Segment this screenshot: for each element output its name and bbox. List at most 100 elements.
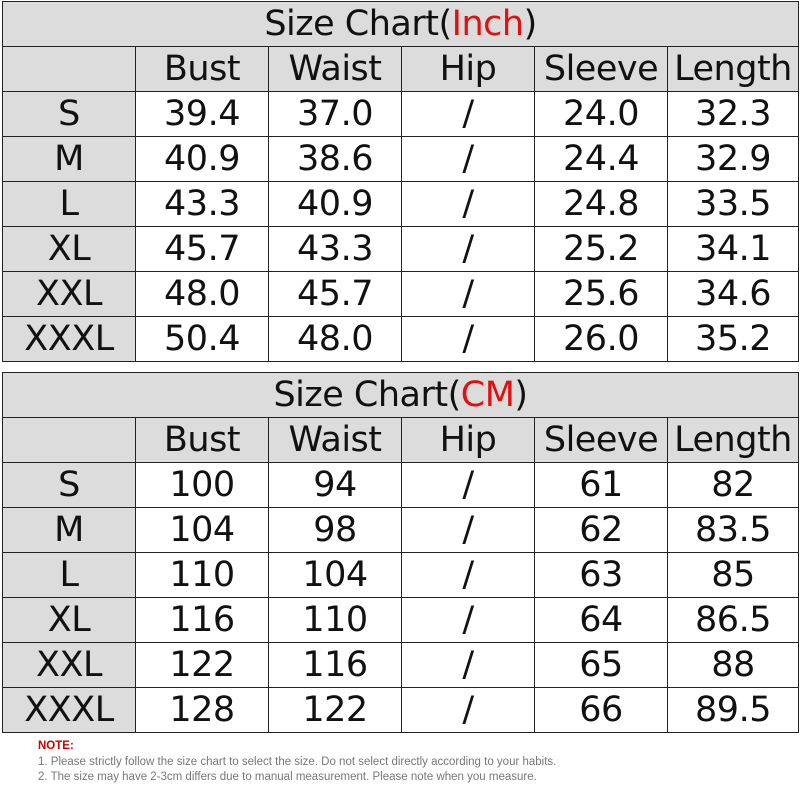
size-chart-inch-table: Size Chart(Inch) Bust Waist Hip Sleeve Length… [1, 1, 800, 362]
table-cell: 34.6 [666, 271, 800, 317]
size-label: XXXL [2, 687, 136, 733]
size-label: M [2, 507, 136, 553]
table-cell: 65 [534, 642, 668, 688]
header-row: Bust Waist Hip Sleeve Length [2, 417, 800, 463]
table-row: XL 45.7 43.3/25.2 34.1 [2, 226, 800, 272]
table-cell: 100 [135, 462, 269, 508]
table-cell: 94 [268, 462, 402, 508]
column-header: Bust [135, 417, 269, 463]
table-cell: 82 [666, 462, 800, 508]
table-cell: / [401, 91, 535, 137]
size-label: S [2, 91, 136, 137]
table-cell: 88 [666, 642, 800, 688]
table-cell: 63 [534, 552, 668, 598]
table-cell: 40.9 [135, 136, 269, 182]
unit-label: CM [460, 375, 515, 415]
table-cell: 64 [534, 597, 668, 643]
column-header: Sleeve [534, 417, 668, 463]
table-cell: 43.3 [268, 226, 402, 272]
title-text: Size Chart( [273, 375, 461, 415]
table-cell: 43.3 [135, 181, 269, 227]
table-cell: 26.0 [534, 316, 668, 362]
table-cell: 85 [666, 552, 800, 598]
table-cell: 104 [135, 507, 269, 553]
table-row: S 39.4 37.0/24.0 32.3 [2, 91, 800, 137]
size-label: XL [2, 226, 136, 272]
table-cell: 61 [534, 462, 668, 508]
table-cell: 110 [268, 597, 402, 643]
table-cell: 83.5 [666, 507, 800, 553]
size-label: M [2, 136, 136, 182]
column-header: Length [666, 417, 800, 463]
size-label: XXL [2, 271, 136, 317]
table-cell: 25.2 [534, 226, 668, 272]
table-cell: 24.4 [534, 136, 668, 182]
table-cell: / [401, 136, 535, 182]
title-close: ) [523, 4, 538, 44]
table-row: XL 116 110/64 86.5 [2, 597, 800, 643]
size-label: XXXL [2, 316, 136, 362]
table-cell: 40.9 [268, 181, 402, 227]
table-cell: 32.9 [666, 136, 800, 182]
table-cell: 122 [268, 687, 402, 733]
table-cell: 104 [268, 552, 402, 598]
header-row: Bust Waist Hip Sleeve Length [2, 46, 800, 92]
column-header: Sleeve [534, 46, 668, 92]
table-row: L 110 104/63 85 [2, 552, 800, 598]
column-header: Waist [268, 417, 402, 463]
size-chart-cm-table: Size Chart(CM) Bust Waist Hip Sleeve Length S 1… [1, 372, 800, 733]
column-header: Hip [401, 46, 535, 92]
unit-label: Inch [451, 4, 524, 44]
table-cell: 66 [534, 687, 668, 733]
table-cell: / [401, 507, 535, 553]
table-cell: 110 [135, 552, 269, 598]
table-cell: 98 [268, 507, 402, 553]
table-cell: 116 [135, 597, 269, 643]
column-header [2, 417, 136, 463]
table-cell: / [401, 552, 535, 598]
column-header [2, 46, 136, 92]
table-cell: 62 [534, 507, 668, 553]
table-cell: / [401, 181, 535, 227]
size-label: XL [2, 597, 136, 643]
table-cell: 116 [268, 642, 402, 688]
size-label: XXL [2, 642, 136, 688]
table-cell: / [401, 462, 535, 508]
title-row: Size Chart(CM) [1, 372, 800, 418]
note-label: NOTE: [38, 740, 74, 752]
table-row: XXL 122 116/65 88 [2, 642, 800, 688]
table-row: L 43.3 40.9/24.8 33.5 [2, 181, 800, 227]
table-cell: 37.0 [268, 91, 402, 137]
table-title: Size Chart(CM) [1, 372, 800, 418]
table-row: XXL 48.0 45.7/25.6 34.6 [2, 271, 800, 317]
table-cell: / [401, 226, 535, 272]
table-row: M 40.9 38.6/24.4 32.9 [2, 136, 800, 182]
size-label: L [2, 181, 136, 227]
table-cell: 24.0 [534, 91, 668, 137]
notes-section: NOTE: 1. Please strictly follow the size… [38, 739, 556, 786]
note-item-1: 1. Please strictly follow the size chart… [38, 755, 557, 768]
table-cell: 39.4 [135, 91, 269, 137]
table-row: S 100 94/61 82 [2, 462, 800, 508]
table-cell: / [401, 271, 535, 317]
table-cell: / [401, 642, 535, 688]
column-header: Hip [401, 417, 535, 463]
column-header: Bust [135, 46, 269, 92]
table-cell: 128 [135, 687, 269, 733]
table-cell: 89.5 [666, 687, 800, 733]
table-cell: 24.8 [534, 181, 668, 227]
note-item-2: 2. The size may have 2-3cm differs due t… [38, 771, 537, 783]
table-cell: 45.7 [268, 271, 402, 317]
title-text: Size Chart( [264, 4, 452, 44]
size-label: L [2, 552, 136, 598]
table-cell: 33.5 [666, 181, 800, 227]
table-row: XXXL 128 122/66 89.5 [2, 687, 800, 733]
table-cell: 32.3 [666, 91, 800, 137]
table-cell: 45.7 [135, 226, 269, 272]
table-cell: 50.4 [135, 316, 269, 362]
table-cell: 35.2 [666, 316, 800, 362]
column-header: Waist [268, 46, 402, 92]
table-cell: 48.0 [135, 271, 269, 317]
table-cell: / [401, 597, 535, 643]
table-cell: / [401, 687, 535, 733]
